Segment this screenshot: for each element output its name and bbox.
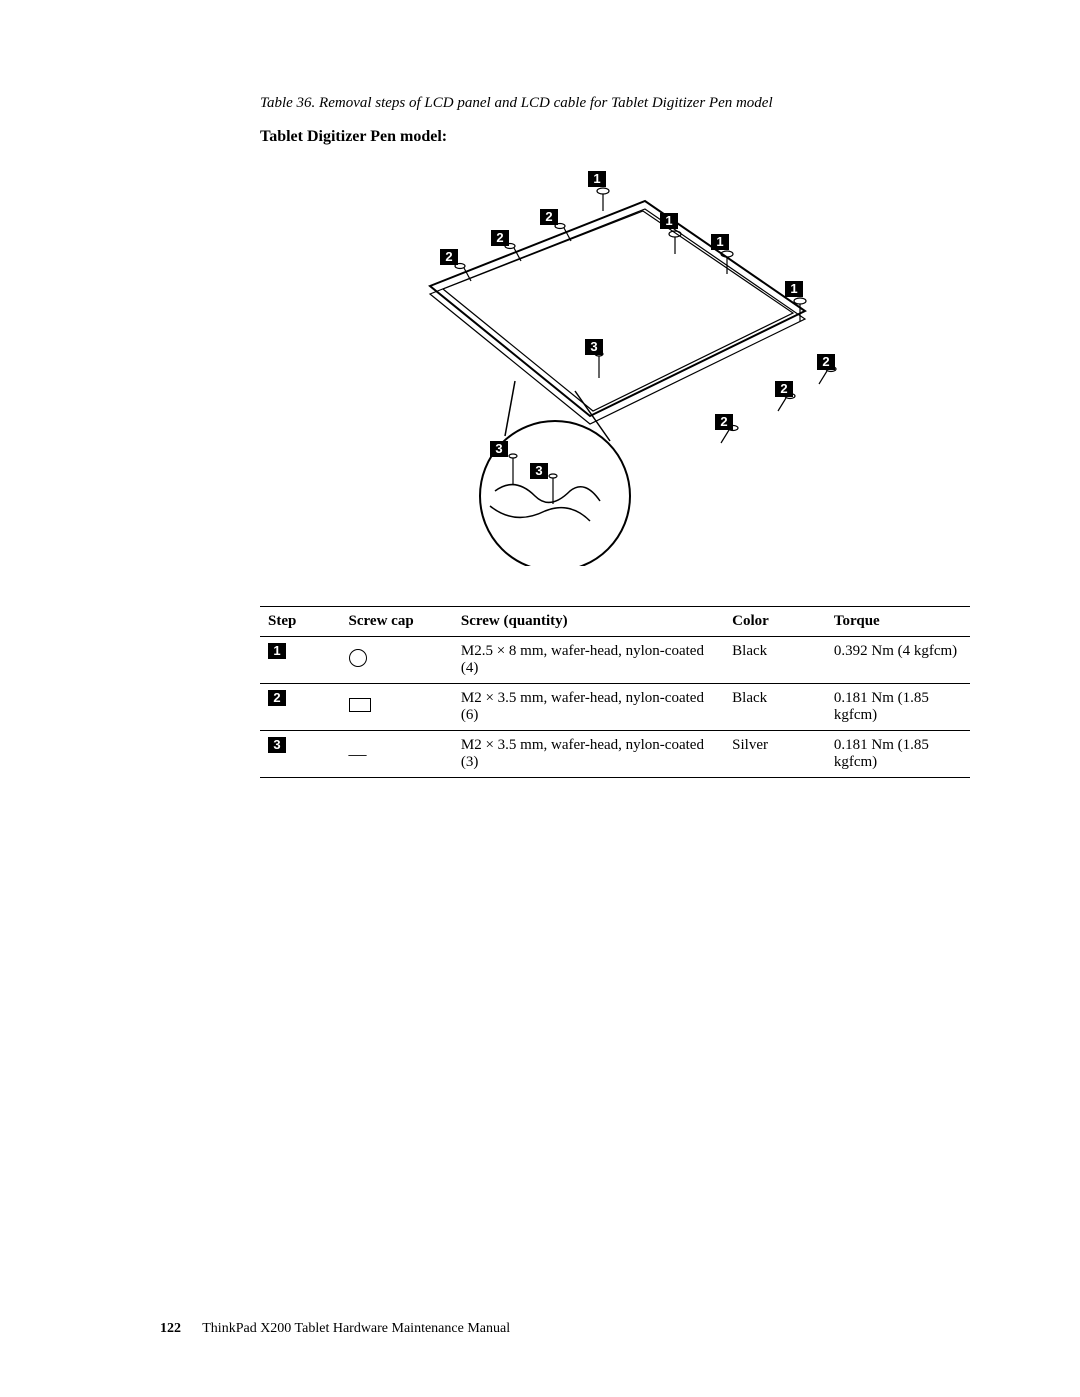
- table-row: 1 M2.5 × 8 mm, wafer-head, nylon-coated …: [260, 637, 970, 684]
- diagram-callout-badge: 2: [540, 209, 558, 225]
- page-footer: 122 ThinkPad X200 Tablet Hardware Mainte…: [160, 1321, 510, 1337]
- cap-square-icon: [349, 698, 371, 712]
- step-badge: 1: [268, 643, 286, 659]
- cell-torque: 0.181 Nm (1.85 kgfcm): [826, 684, 970, 731]
- table-caption: Table 36. Removal steps of LCD panel and…: [260, 95, 970, 112]
- diagram-svg: [385, 166, 845, 566]
- diagram-callout-badge: 3: [530, 463, 548, 479]
- table-row: 2 M2 × 3.5 mm, wafer-head, nylon-coated …: [260, 684, 970, 731]
- th-color: Color: [724, 607, 826, 637]
- diagram-callout-badge: 1: [660, 213, 678, 229]
- cell-torque: 0.392 Nm (4 kgfcm): [826, 637, 970, 684]
- cap-circle-icon: [349, 649, 367, 667]
- cap-dash-icon: —: [349, 744, 367, 764]
- page-number: 122: [160, 1321, 181, 1336]
- diagram-callout-badge: 1: [785, 281, 803, 297]
- cell-torque: 0.181 Nm (1.85 kgfcm): [826, 731, 970, 778]
- diagram-callout-badge: 2: [817, 354, 835, 370]
- cell-color: Silver: [724, 731, 826, 778]
- table-header-row: Step Screw cap Screw (quantity) Color To…: [260, 607, 970, 637]
- cell-color: Black: [724, 684, 826, 731]
- step-badge: 3: [268, 737, 286, 753]
- cell-screw: M2.5 × 8 mm, wafer-head, nylon-coated (4…: [453, 637, 724, 684]
- doc-title: ThinkPad X200 Tablet Hardware Maintenanc…: [202, 1321, 510, 1336]
- th-cap: Screw cap: [341, 607, 453, 637]
- table-row: 3 — M2 × 3.5 mm, wafer-head, nylon-coate…: [260, 731, 970, 778]
- step-badge: 2: [268, 690, 286, 706]
- diagram-callout-badge: 3: [490, 441, 508, 457]
- diagram-callout-badge: 1: [588, 171, 606, 187]
- th-torque: Torque: [826, 607, 970, 637]
- exploded-diagram: 1 2 2 2 1 1 1 3 2 2 2 3 3: [385, 166, 845, 566]
- screw-table: Step Screw cap Screw (quantity) Color To…: [260, 606, 970, 778]
- diagram-callout-badge: 3: [585, 339, 603, 355]
- th-screw: Screw (quantity): [453, 607, 724, 637]
- cell-screw: M2 × 3.5 mm, wafer-head, nylon-coated (3…: [453, 731, 724, 778]
- diagram-callout-badge: 2: [440, 249, 458, 265]
- cell-screw: M2 × 3.5 mm, wafer-head, nylon-coated (6…: [453, 684, 724, 731]
- cell-color: Black: [724, 637, 826, 684]
- diagram-callout-badge: 2: [491, 230, 509, 246]
- diagram-callout-badge: 2: [775, 381, 793, 397]
- diagram-callout-badge: 2: [715, 414, 733, 430]
- th-step: Step: [260, 607, 341, 637]
- diagram-subtitle: Tablet Digitizer Pen model:: [260, 128, 970, 146]
- diagram-callout-badge: 1: [711, 234, 729, 250]
